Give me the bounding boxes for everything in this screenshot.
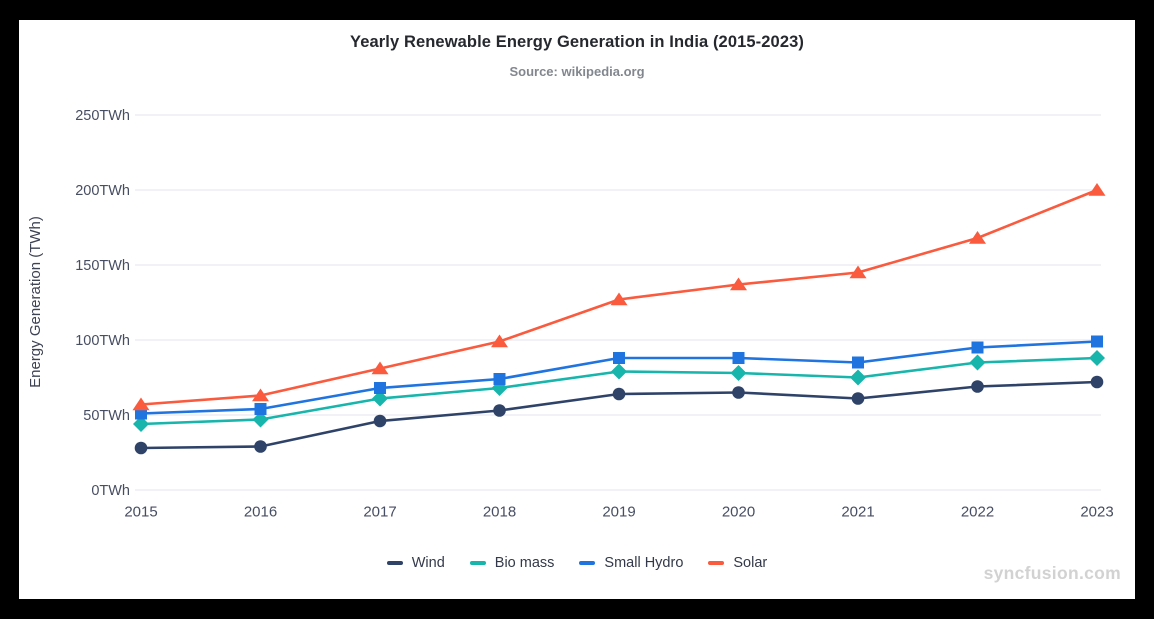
marker-small-hydro-2016[interactable] xyxy=(254,403,267,415)
marker-solar-2023[interactable] xyxy=(1088,183,1106,196)
legend-label: Bio mass xyxy=(494,555,555,571)
y-tick-label-0: 0TWh xyxy=(91,483,130,499)
marker-small-hydro-2021[interactable] xyxy=(852,356,864,369)
legend-marker-solar xyxy=(708,561,725,565)
marker-small-hydro-2019[interactable] xyxy=(613,352,625,364)
x-tick-label-2021: 2021 xyxy=(841,503,874,520)
marker-wind-2022[interactable] xyxy=(971,380,984,393)
marker-bio-mass-2023[interactable] xyxy=(1089,350,1105,366)
marker-small-hydro-2017[interactable] xyxy=(374,382,386,394)
legend-marker-bio-mass xyxy=(469,561,486,565)
marker-small-hydro-2018[interactable] xyxy=(493,373,506,385)
x-tick-label-2018: 2018 xyxy=(483,503,516,520)
marker-solar-2021[interactable] xyxy=(849,265,867,279)
marker-wind-2020[interactable] xyxy=(732,386,745,399)
y-tick-label-200: 200TWh xyxy=(75,183,130,199)
marker-solar-2016[interactable] xyxy=(252,388,269,402)
y-tick-label-250: 250TWh xyxy=(75,108,130,124)
chart-legend: Wind Bio mass Small Hydro Solar xyxy=(19,555,1135,571)
marker-solar-2015[interactable] xyxy=(132,397,150,411)
legend-label: Small Hydro xyxy=(604,555,684,571)
chart-title: Yearly Renewable Energy Generation in In… xyxy=(350,33,804,51)
marker-solar-2019[interactable] xyxy=(610,292,628,306)
marker-bio-mass-2022[interactable] xyxy=(969,354,986,371)
x-tick-label-2016: 2016 xyxy=(244,503,277,520)
marker-small-hydro-2015[interactable] xyxy=(135,407,147,420)
marker-solar-2018[interactable] xyxy=(491,334,508,348)
marker-wind-2015[interactable] xyxy=(134,441,148,455)
legend-marker-wind xyxy=(386,561,403,565)
legend-label: Solar xyxy=(733,555,768,571)
marker-wind-2017[interactable] xyxy=(373,414,387,428)
y-tick-label-100: 100TWh xyxy=(75,333,130,349)
marker-wind-2023[interactable] xyxy=(1090,375,1104,389)
marker-solar-2017[interactable] xyxy=(371,361,389,375)
chart-card: Yearly Renewable Energy Generation in In… xyxy=(19,20,1135,599)
marker-small-hydro-2022[interactable] xyxy=(971,341,984,354)
x-tick-label-2015: 2015 xyxy=(124,503,157,520)
marker-bio-mass-2015[interactable] xyxy=(133,416,149,432)
marker-wind-2016[interactable] xyxy=(254,440,267,453)
y-tick-label-150: 150TWh xyxy=(75,258,130,274)
legend-label: Wind xyxy=(411,555,445,571)
plot-area: 0TWh 50TWh 100TWh 150TWh 200TWh 250TWh 2015 201… xyxy=(75,108,1114,520)
legend-item-small-hydro[interactable]: Small Hydro xyxy=(579,555,683,571)
marker-bio-mass-2021[interactable] xyxy=(850,369,866,386)
x-tick-label-2022: 2022 xyxy=(961,503,994,520)
marker-small-hydro-2020[interactable] xyxy=(732,352,745,364)
legend-item-bio-mass[interactable]: Bio mass xyxy=(469,555,555,571)
marker-bio-mass-2017[interactable] xyxy=(372,390,388,407)
x-tick-label-2023: 2023 xyxy=(1080,503,1113,520)
marker-solar-2020[interactable] xyxy=(730,277,747,291)
legend-marker-small-hydro xyxy=(579,561,596,565)
chart-subtitle: Source: wikipedia.org xyxy=(509,64,645,79)
x-tick-label-2019: 2019 xyxy=(602,503,635,520)
marker-bio-mass-2019[interactable] xyxy=(611,363,627,380)
marker-bio-mass-2020[interactable] xyxy=(730,365,747,381)
marker-bio-mass-2016[interactable] xyxy=(252,411,269,428)
marker-small-hydro-2023[interactable] xyxy=(1091,335,1103,348)
marker-wind-2021[interactable] xyxy=(851,392,865,405)
legend-item-wind[interactable]: Wind xyxy=(386,555,445,571)
syncfusion-watermark: syncfusion.com xyxy=(983,563,1121,583)
legend-item-solar[interactable]: Solar xyxy=(708,555,767,571)
marker-wind-2018[interactable] xyxy=(493,404,506,417)
marker-solar-2022[interactable] xyxy=(969,231,986,244)
x-tick-label-2017: 2017 xyxy=(363,503,396,520)
y-tick-label-50: 50TWh xyxy=(83,408,130,424)
x-tick-label-2020: 2020 xyxy=(722,503,755,520)
marker-wind-2019[interactable] xyxy=(612,387,626,401)
